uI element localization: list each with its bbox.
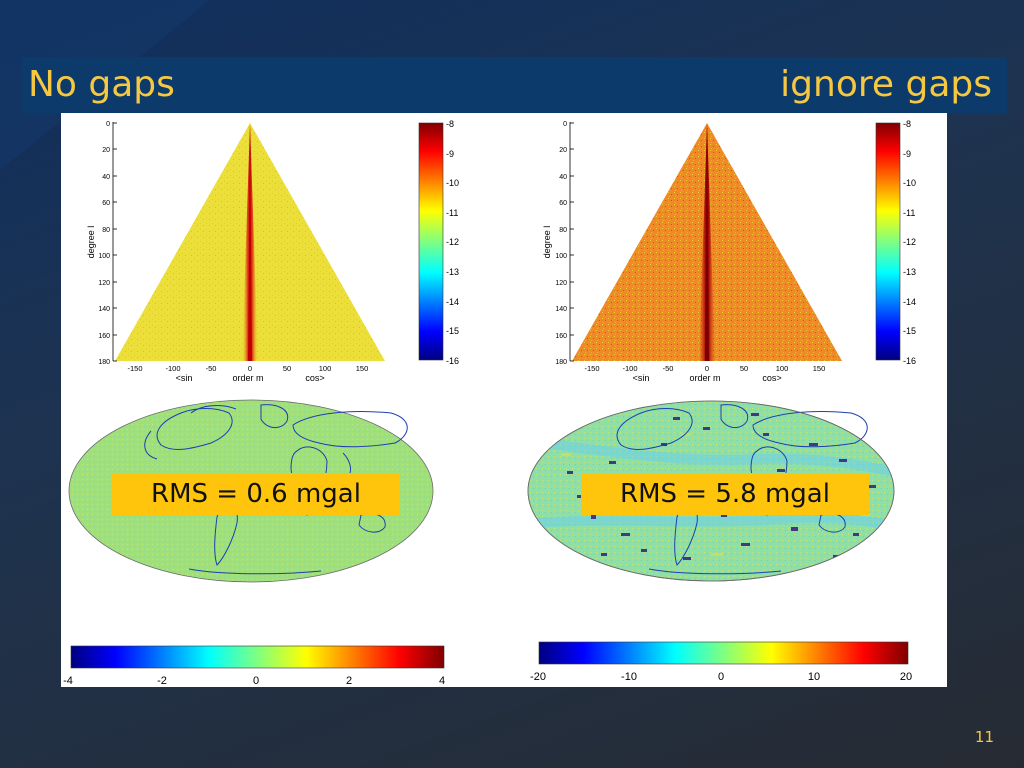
- right-ytick: 100: [555, 253, 567, 260]
- right-cbar-tick: -11: [903, 208, 915, 218]
- right-ytick: 140: [555, 306, 567, 313]
- left-ytick: 140: [98, 306, 110, 313]
- left-map-cbar-tick: 4: [439, 675, 445, 687]
- left-xtick: 150: [356, 364, 369, 373]
- left-xtick: -150: [127, 364, 142, 373]
- right-map-cbar-tick: 20: [900, 671, 912, 683]
- left-ytick: 0: [106, 121, 110, 128]
- left-ytick: 100: [98, 253, 110, 260]
- left-xtick: -100: [165, 364, 180, 373]
- left-cbar-tick: -10: [446, 178, 459, 188]
- left-xtick: -50: [206, 364, 217, 373]
- right-map-colorbar: -20 -10 0 10 20: [530, 641, 912, 683]
- rms-label-ignore-gaps: RMS = 5.8 mgal: [581, 473, 869, 515]
- left-ytick: 120: [98, 280, 110, 287]
- right-cbar-tick: -9: [903, 149, 911, 159]
- left-cbar-tick: -14: [446, 297, 459, 307]
- left-cbar-tick: -11: [446, 208, 458, 218]
- right-ytick: 0: [563, 121, 567, 128]
- right-cbar-tick: -15: [903, 326, 916, 336]
- right-ytick: 40: [559, 174, 567, 181]
- right-x-axis-label: order m: [689, 373, 720, 383]
- left-cbar-tick: -13: [446, 267, 459, 277]
- left-ytick: 80: [102, 227, 110, 234]
- right-map-cbar-tick: 10: [808, 671, 820, 683]
- right-ytick: 80: [559, 227, 567, 234]
- right-cbar-tick: -10: [903, 178, 916, 188]
- right-cbar-tick: -8: [903, 119, 911, 129]
- right-ytick: 60: [559, 200, 567, 207]
- left-xtick: 100: [319, 364, 332, 373]
- right-cbar-tick: -14: [903, 297, 916, 307]
- left-map-cbar-tick: -4: [63, 675, 73, 687]
- left-map-cbar-tick: -2: [157, 675, 167, 687]
- right-xtick: 50: [740, 364, 748, 373]
- right-xtick: -100: [622, 364, 637, 373]
- right-cbar-tick: -16: [903, 356, 916, 366]
- left-map-cbar-tick: 2: [346, 675, 352, 687]
- left-cbar-tick: -16: [446, 356, 459, 366]
- left-ytick: 60: [102, 200, 110, 207]
- left-x-side-cos: cos>: [305, 373, 324, 383]
- left-y-axis-label: degree l: [86, 226, 96, 259]
- left-triangle-plot: 0 20 40 60 80 100 120 140 160 180 degree…: [86, 121, 385, 383]
- page-number: 11: [974, 728, 994, 746]
- right-xtick: 0: [705, 364, 709, 373]
- right-ytick: 160: [555, 333, 567, 340]
- left-triangle-colorbar: -8 -9 -10 -11 -12 -13 -14 -15 -16: [418, 119, 459, 366]
- right-ytick: 120: [555, 280, 567, 287]
- left-ytick: 20: [102, 147, 110, 154]
- figure-panel: 0 20 40 60 80 100 120 140 160 180 degree…: [61, 113, 947, 687]
- left-xtick: 50: [283, 364, 291, 373]
- right-x-side-sin: <sin: [633, 373, 650, 383]
- right-xtick: -50: [663, 364, 674, 373]
- title-band: [22, 57, 1007, 113]
- title-no-gaps: No gaps: [28, 64, 175, 105]
- right-cbar-tick: -12: [903, 237, 916, 247]
- left-x-axis-label: order m: [232, 373, 263, 383]
- right-xtick: 100: [776, 364, 789, 373]
- rms-label-no-gaps: RMS = 0.6 mgal: [112, 473, 400, 515]
- right-ytick: 180: [555, 359, 567, 366]
- right-xtick: 150: [813, 364, 826, 373]
- left-x-side-sin: <sin: [176, 373, 193, 383]
- right-cbar-tick: -13: [903, 267, 916, 277]
- right-triangle-plot: 0 20 40 60 80 100 120 140 160 180 degree…: [542, 121, 842, 383]
- right-x-side-cos: cos>: [762, 373, 781, 383]
- right-xtick: -150: [584, 364, 599, 373]
- right-triangle-colorbar: -8 -9 -10 -11 -12 -13 -14 -15 -16: [875, 119, 916, 366]
- right-map-cbar-tick: -20: [530, 671, 546, 683]
- left-cbar-tick: -15: [446, 326, 459, 336]
- left-map-cbar-tick: 0: [253, 675, 259, 687]
- left-ytick: 40: [102, 174, 110, 181]
- right-y-axis-label: degree l: [542, 226, 552, 259]
- right-ytick: 20: [559, 147, 567, 154]
- right-map-cbar-tick: 0: [718, 671, 724, 683]
- left-cbar-tick: -9: [446, 149, 454, 159]
- left-cbar-tick: -8: [446, 119, 454, 129]
- left-map-colorbar: -4 -2 0 2 4: [63, 645, 445, 687]
- left-xtick: 0: [248, 364, 252, 373]
- left-cbar-tick: -12: [446, 237, 459, 247]
- left-ytick: 160: [98, 333, 110, 340]
- right-map-cbar-tick: -10: [621, 671, 637, 683]
- title-ignore-gaps: ignore gaps: [780, 64, 992, 105]
- left-ytick: 180: [98, 359, 110, 366]
